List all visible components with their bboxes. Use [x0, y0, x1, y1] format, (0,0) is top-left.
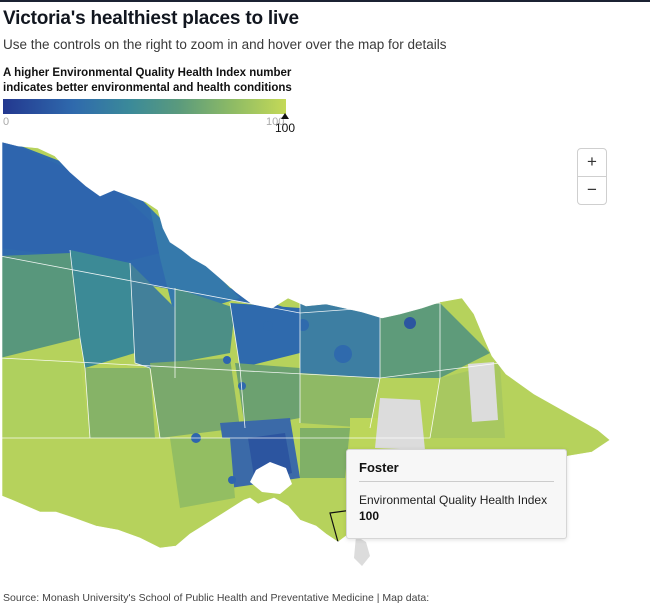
tooltip-metric-value: 100 — [359, 509, 380, 523]
legend-color-scale — [3, 99, 286, 114]
legend-value-marker — [281, 113, 289, 119]
top-rule — [0, 0, 650, 2]
tooltip-place-name: Foster — [359, 460, 399, 475]
source-credit: Source: Monash University's School of Pu… — [3, 592, 430, 604]
legend-max-label: 100 — [266, 116, 285, 128]
map-tooltip: Foster Environmental Quality Health Inde… — [346, 449, 567, 539]
legend-selected-value: 100 — [275, 121, 296, 135]
region-borders — [0, 249, 501, 439]
legend-min-label: 0 — [3, 116, 10, 128]
zoom-out-button[interactable]: − — [587, 180, 597, 199]
wilsons-promontory — [354, 536, 370, 566]
port-phillip-bay — [250, 462, 292, 494]
page-subtitle: Use the controls on the right to zoom in… — [3, 37, 447, 52]
victoria-outline — [1, 141, 611, 549]
zoom-in-button[interactable]: + — [578, 149, 606, 177]
page-title: Victoria's healthiest places to live — [3, 8, 299, 29]
legend-title: A higher Environmental Quality Health In… — [3, 67, 292, 94]
tooltip-divider — [359, 481, 554, 482]
tooltip-metric-label: Environmental Quality Health Index — [359, 493, 548, 507]
zoom-controls: + − — [577, 148, 607, 205]
